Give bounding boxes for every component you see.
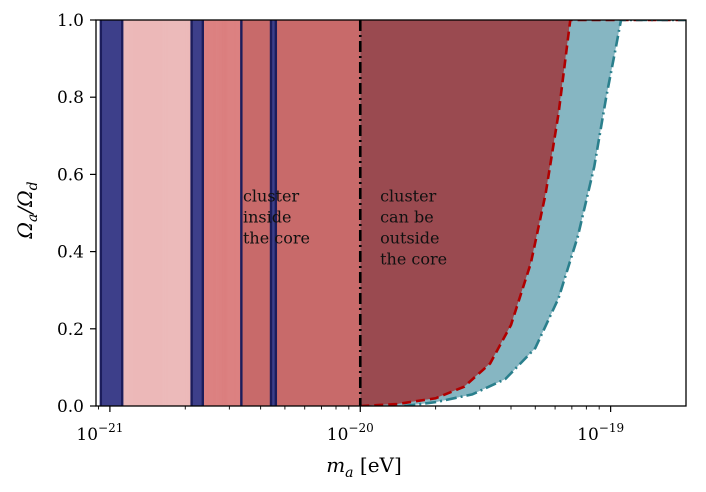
y-tick-label: 0.4	[57, 243, 84, 263]
axis-ticks: 0.0 0.2 0.4 0.6 0.8 1.0 10−21 10−20 10−19	[57, 11, 624, 445]
annotation-line: the core	[380, 249, 447, 268]
annotation-line: the core	[243, 228, 310, 247]
y-tick-label: 0.0	[57, 397, 84, 417]
annotation-line: cluster	[380, 186, 436, 205]
navy-band	[270, 20, 276, 406]
y-tick-label: 1.0	[57, 11, 84, 31]
annotations: cluster inside the core cluster can be outsid…	[243, 186, 447, 268]
white-region	[404, 20, 686, 406]
plot-frame	[95, 19, 687, 407]
y-tick-label: 0.2	[57, 320, 84, 340]
y-tick-label: 0.8	[57, 88, 84, 108]
y-axis-label: Ωa/Ωd	[13, 181, 41, 239]
teal-band	[360, 20, 686, 406]
annotation-line: outside	[380, 228, 439, 247]
plot-lines	[99, 20, 686, 406]
x-axis-label: ma [eV]	[326, 453, 402, 481]
annotation-line: cluster	[243, 186, 299, 205]
plot-fills	[100, 20, 686, 406]
red-dashed-curve	[360, 20, 686, 406]
x-tick-label: 10−20	[327, 421, 374, 445]
teal-dashdot-curve	[404, 20, 686, 406]
annotation-line: can be	[380, 207, 434, 226]
inside-core-region	[241, 20, 361, 406]
y-tick-label: 0.6	[57, 165, 84, 185]
x-tick-label: 10−21	[76, 421, 123, 445]
outside-core-region	[360, 20, 686, 406]
annotation-line: inside	[243, 207, 291, 226]
navy-band	[191, 20, 203, 406]
navy-band	[100, 20, 123, 406]
x-tick-label: 10−19	[577, 421, 624, 445]
